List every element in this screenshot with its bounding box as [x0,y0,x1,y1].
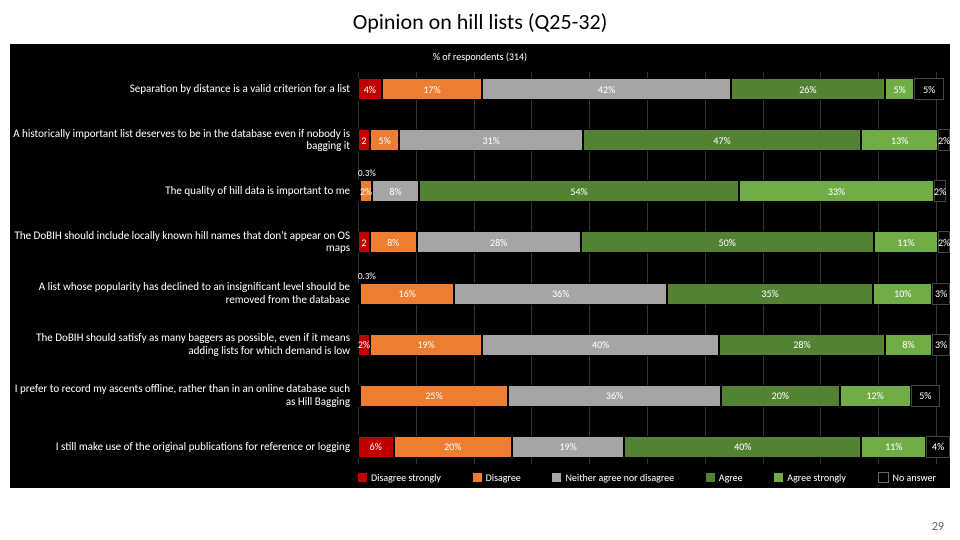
bar-segment: 35% [667,283,874,305]
table-row: The quality of hill data is important to… [10,174,950,208]
bar-track: 28%28%50%11%2% [358,231,950,253]
bar-segment: 13% [861,129,938,151]
bar-segment: 5% [914,78,944,100]
legend-item: No answer [878,471,936,484]
legend-label: Agree [719,471,743,484]
bar-segment: 40% [482,334,719,356]
legend-label: Disagree strongly [371,471,441,484]
legend-item: Neither agree nor disagree [552,471,674,484]
bar-segment: 36% [454,283,666,305]
row-label: The DoBIH should include locally known h… [10,230,358,255]
bar-segment: 33% [739,180,934,202]
bar-segment: 10% [873,283,932,305]
table-row: A historically important list deserves t… [10,123,950,157]
bar-segment: 2% [358,334,370,356]
bar-segment: 4% [926,436,950,458]
bar-segment: 40% [624,436,861,458]
bar-segment: 2 [358,231,370,253]
table-row: The DoBIH should satisfy as many baggers… [10,328,950,362]
bar-segment: 12% [840,385,911,407]
bar-segment: 11% [861,436,926,458]
bar-segment: 3% [932,283,950,305]
bar-track: 0.3%2%8%54%33%2% [358,180,950,202]
chart-area: % of respondents (314) Separation by dis… [10,44,950,488]
legend-swatch [358,473,367,482]
bar-segment: 25% [360,385,508,407]
bar-segment: 16% [360,283,454,305]
legend-swatch [473,473,482,482]
legend-label: Agree strongly [787,471,846,484]
legend-swatch [878,472,889,483]
row-label: The DoBIH should satisfy as many baggers… [10,332,358,357]
chart-subtitle: % of respondents (314) [10,50,950,63]
legend-label: No answer [893,471,936,484]
row-label: A list whose popularity has declined to … [10,281,358,306]
table-row: I prefer to record my ascents offline, r… [10,379,950,413]
row-label: I prefer to record my ascents offline, r… [10,383,358,408]
row-label: A historically important list deserves t… [10,128,358,153]
bar-segment: 5% [885,78,915,100]
bar-track: 0.3%16%36%35%10%3% [358,283,950,305]
bar-segment: 17% [382,78,483,100]
bar-segment: 3% [932,334,950,356]
bar-segment: 19% [512,436,624,458]
legend-item: Agree strongly [774,471,846,484]
bar-segment: 2% [360,180,372,202]
legend-item: Agree [706,471,743,484]
bar-segment: 42% [482,78,731,100]
bar-segment: 5% [911,385,941,407]
row-label: I still make use of the original publica… [10,441,358,454]
bar-segment: 8% [372,180,419,202]
bar-segment: 5% [370,129,400,151]
legend-label: Disagree [486,471,521,484]
bar-track: 2%19%40%28%8%3% [358,334,950,356]
bar-track: 25%31%47%13%2% [358,129,950,151]
bar-track: 25%36%20%12%5%3% [358,385,950,407]
bar-segment: 2% [934,180,946,202]
bar-segment: 50% [581,231,874,253]
legend-label: Neither agree nor disagree [565,471,674,484]
row-label: Separation by distance is a valid criter… [10,83,358,96]
bar-segment: 8% [370,231,417,253]
bar-segment: 47% [583,129,861,151]
bar-segment: 20% [721,385,839,407]
bar-segment: 8% [885,334,932,356]
legend-swatch [552,473,561,482]
legend-swatch [774,473,783,482]
bar-track: 6%20%19%40%11%4% [358,436,950,458]
legend-item: Disagree [473,471,521,484]
bar-segment: 28% [417,231,581,253]
bar-segment: 11% [874,231,938,253]
bar-segment: 2% [938,129,950,151]
bar-segment: 4% [358,78,382,100]
table-row: I still make use of the original publica… [10,430,950,464]
bar-segment: 19% [370,334,482,356]
chart-title: Opinion on hill lists (Q25-32) [0,0,960,41]
row-label: The quality of hill data is important to… [10,185,358,198]
table-row: Separation by distance is a valid criter… [10,72,950,106]
bar-segment: 31% [399,129,583,151]
legend-item: Disagree strongly [358,471,441,484]
bar-segment: 36% [508,385,721,407]
bar-segment: 2% [938,231,950,253]
table-row: The DoBIH should include locally known h… [10,225,950,259]
bar-segment: 54% [419,180,739,202]
bar-segment: 6% [358,436,394,458]
legend-swatch [706,473,715,482]
page-number: 29 [932,520,944,534]
chart-rows: Separation by distance is a valid criter… [10,72,950,464]
table-row: A list whose popularity has declined to … [10,277,950,311]
bar-track: 4%17%42%26%5%5% [358,78,950,100]
bar-segment: 28% [719,334,885,356]
bar-segment: 26% [731,78,885,100]
bar-segment: 2 [358,129,370,151]
chart-legend: Disagree strongly Disagree Neither agree n… [358,471,936,484]
bar-segment: 20% [394,436,512,458]
